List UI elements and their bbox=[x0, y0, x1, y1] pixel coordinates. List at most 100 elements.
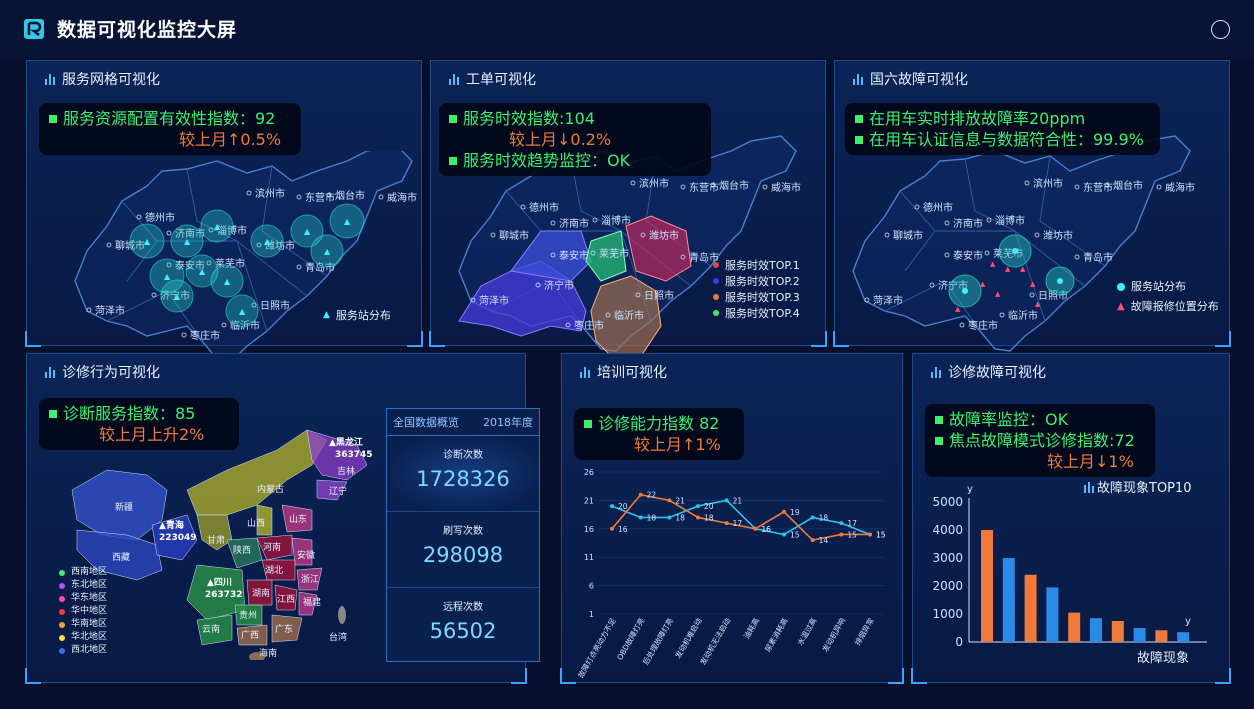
panel-title: 培训可视化 bbox=[580, 362, 667, 382]
city-label: 烟台市 bbox=[335, 189, 365, 202]
city-label: 莱芜市 bbox=[215, 257, 245, 270]
y-axis-label: y bbox=[967, 484, 973, 495]
y-tick-label: 21 bbox=[584, 496, 594, 505]
map-boundary bbox=[852, 135, 1191, 352]
region-top3 bbox=[590, 275, 662, 362]
province-label: 辽宁 bbox=[329, 485, 347, 497]
map-subboundary bbox=[935, 230, 1086, 287]
bar bbox=[1002, 558, 1015, 642]
legend-item: 华中地区 bbox=[59, 605, 107, 618]
bar bbox=[1133, 628, 1146, 642]
city-label: 威海市 bbox=[1165, 181, 1195, 194]
shandong-map-service: 烟台市威海市德州市滨州市东营市济南市淄博市潍坊市聊城市泰安市莱芜市青岛市济宁市日… bbox=[74, 151, 417, 362]
city-label: 菏泽市 bbox=[873, 294, 903, 307]
series-line bbox=[611, 499, 871, 536]
city-label: 东营市 bbox=[689, 181, 719, 194]
y-tick-label: 5000 bbox=[932, 495, 963, 509]
province-shape bbox=[256, 504, 273, 536]
city-dot bbox=[762, 184, 768, 190]
city-dot bbox=[986, 217, 992, 223]
legend-item: 华南地区 bbox=[59, 618, 107, 631]
data-point bbox=[810, 538, 815, 543]
city-dot bbox=[470, 297, 476, 303]
overview-header: 全国数据概览 2018年度 bbox=[387, 409, 539, 436]
dot-icon bbox=[713, 294, 719, 300]
province-shape bbox=[298, 591, 318, 616]
province-outline: 烟台市 威海市德州市 滨州市 东营市济南市淄博市潍坊市 聊城市泰安市莱芜市 青岛市济宁市日… bbox=[458, 135, 801, 362]
region-top4 bbox=[585, 230, 627, 282]
dot-icon bbox=[713, 310, 719, 316]
city-dot bbox=[1024, 180, 1030, 186]
stat-remote-count: 远程次数 56502 bbox=[429, 602, 497, 643]
triangle-icon: ▲ bbox=[144, 237, 151, 246]
x-tick-label: 水温过高 bbox=[795, 616, 819, 647]
data-label: 18 bbox=[647, 513, 657, 522]
city-dot bbox=[680, 184, 686, 190]
service-cluster bbox=[310, 234, 344, 268]
city-dot bbox=[1104, 182, 1110, 188]
bar bbox=[981, 530, 993, 642]
city-dot bbox=[326, 192, 332, 198]
fault-triangle-icon: ▲ bbox=[1005, 265, 1011, 273]
city-label: 济南市 bbox=[175, 227, 205, 240]
y-tick-label: 26 bbox=[584, 468, 594, 477]
province-label: 陕西 bbox=[233, 544, 251, 556]
city-dot bbox=[296, 194, 302, 200]
city-dot bbox=[944, 252, 950, 258]
map-boundary bbox=[74, 151, 413, 362]
bar-chart-icon bbox=[45, 366, 55, 378]
service-cluster bbox=[290, 214, 324, 248]
province-label: 山东 bbox=[289, 513, 307, 525]
city-dot bbox=[999, 312, 1005, 318]
x-tick-label: 排烟异常 bbox=[852, 616, 876, 647]
city-label: 青岛市 bbox=[1083, 251, 1113, 264]
panel-title: 工单可视化 bbox=[449, 69, 536, 89]
city-dot bbox=[590, 250, 596, 256]
city-label: 泰安市 bbox=[559, 249, 589, 262]
bar bbox=[1111, 621, 1124, 642]
province-shape bbox=[234, 604, 263, 626]
province-shape bbox=[316, 479, 348, 501]
city-dot bbox=[884, 232, 890, 238]
data-point bbox=[753, 526, 758, 531]
city-label: 青岛市 bbox=[305, 261, 335, 274]
bar-chart-icon bbox=[1088, 482, 1090, 493]
province-shape bbox=[186, 564, 246, 621]
city-dot bbox=[640, 232, 646, 238]
data-point bbox=[724, 498, 729, 503]
panel-service-grid: 服务网格可视化 烟台市威海市德州市滨州市东营市济南市淄博市潍坊市聊城市泰安市莱芜… bbox=[25, 60, 423, 362]
fullscreen-toggle-icon[interactable] bbox=[1211, 20, 1230, 39]
data-point bbox=[724, 521, 729, 526]
legend-item: 西北地区 bbox=[59, 644, 107, 657]
city-label: 威海市 bbox=[387, 191, 417, 204]
city-dot bbox=[166, 230, 172, 236]
city-dot bbox=[565, 322, 571, 328]
map-subboundary bbox=[186, 168, 268, 332]
legend-item: 服务时效TOP.2 bbox=[713, 273, 800, 289]
data-point bbox=[810, 515, 815, 520]
legend-item: 华东地区 bbox=[59, 592, 107, 605]
panel-work-order: 工单可视化 烟台市 威海市 德州市 滨州市 东营市 济南市 淄博市 潍坊市 聊城市 泰安市 莱芜市 青… bbox=[429, 60, 827, 362]
city-label: 烟台市 bbox=[719, 179, 749, 192]
province-label: 云南 bbox=[202, 623, 220, 635]
province-label: 新疆 bbox=[115, 501, 133, 513]
y-tick-label: 1000 bbox=[932, 607, 963, 621]
map-subboundary bbox=[570, 158, 652, 322]
city-dot bbox=[520, 204, 526, 210]
chart-title: 故障现象TOP10 bbox=[1097, 481, 1192, 496]
city-dot bbox=[864, 297, 870, 303]
service-cluster bbox=[129, 223, 165, 259]
y-tick-label: 3000 bbox=[932, 551, 963, 565]
province-shape bbox=[261, 559, 296, 581]
overview-stats: 全国数据概览 2018年度 诊断次数 1728326 刷写次数 298098 远… bbox=[386, 408, 540, 662]
province-label: 山西 bbox=[247, 518, 265, 529]
app-logo-icon bbox=[24, 19, 44, 39]
bar-chart: 故障现象TOP10 y y 0 1000 2000 3000 4000 5000 故障现象 bbox=[932, 481, 1207, 666]
panel-title: 诊修行为可视化 bbox=[45, 362, 160, 382]
kpi-value: 服务资源配置有效性指数：92 bbox=[63, 109, 276, 128]
city-dot bbox=[635, 292, 641, 298]
data-label: 17 bbox=[847, 519, 857, 528]
panel-national6: 国六故障可视化 烟台市威海市德州市滨州市东营市济南市淄博市潍坊市聊城市泰安市莱芜… bbox=[833, 60, 1231, 352]
dot-icon bbox=[59, 569, 65, 576]
